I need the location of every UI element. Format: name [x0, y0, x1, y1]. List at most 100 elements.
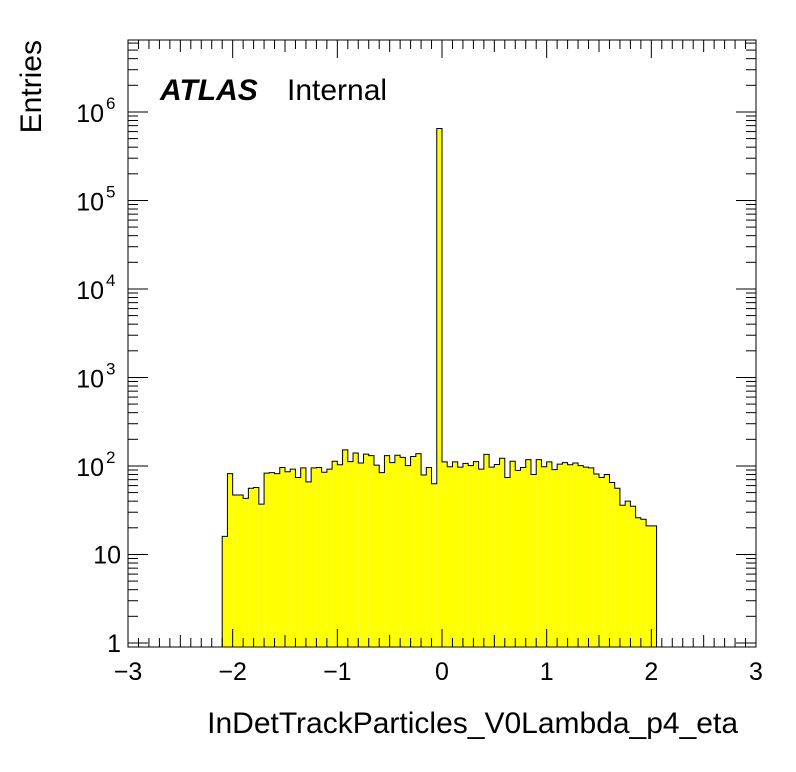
histogram-bar	[572, 462, 579, 647]
histogram-bar	[394, 455, 401, 647]
histogram-bar	[227, 473, 233, 647]
histogram-bar	[510, 461, 516, 647]
histogram-bar	[421, 475, 427, 647]
plot-frame	[127, 39, 757, 648]
histogram-bar	[588, 467, 594, 647]
histogram-bar	[452, 461, 458, 647]
histogram-bar	[651, 525, 657, 647]
histogram-bar	[248, 488, 254, 647]
histogram-bar	[300, 467, 306, 647]
histogram-bar	[520, 467, 526, 647]
histogram-bar	[557, 464, 563, 647]
histogram-bar	[232, 494, 238, 647]
x-tick-label: 0	[435, 658, 449, 686]
histogram-bars	[221, 128, 694, 648]
y-tick-label: 10	[76, 188, 104, 216]
x-tick-label: −2	[218, 658, 247, 686]
atlas-label: ATLAS	[159, 74, 258, 107]
histogram-bar	[599, 477, 605, 647]
histogram-bar	[258, 504, 265, 647]
histogram-bar	[368, 455, 374, 647]
y-tick-label: 1	[107, 630, 121, 658]
histogram-bar	[353, 453, 359, 647]
histogram-bar	[405, 465, 411, 647]
axis-ticks	[127, 40, 757, 647]
histogram-bar	[222, 536, 228, 647]
histogram-bar	[295, 477, 301, 647]
histogram-bar	[593, 474, 599, 647]
histogram-bar	[410, 456, 416, 647]
y-tick-label-exponent: 3	[106, 359, 115, 378]
histogram-bar	[646, 525, 652, 647]
x-axis-title: InDetTrackParticles_V0Lambda_p4_eta	[207, 707, 738, 740]
histogram-bar	[384, 455, 390, 647]
histogram-bar	[604, 474, 610, 647]
histogram-bar	[342, 449, 348, 647]
y-tick-label-exponent: 5	[106, 182, 115, 201]
y-tick-label: 10	[93, 541, 121, 569]
histogram-bar	[473, 461, 479, 647]
histogram-bar	[279, 467, 285, 647]
histogram-bar	[536, 459, 542, 647]
histogram-bar	[515, 470, 521, 647]
histogram-bar	[305, 481, 312, 647]
histogram-bar	[635, 517, 641, 647]
histogram-bar	[468, 465, 474, 647]
x-tick-label: −3	[114, 658, 143, 686]
histogram-bar	[326, 469, 333, 647]
histogram-bar	[379, 472, 385, 647]
histogram-bar	[285, 471, 291, 647]
histogram-bar	[274, 473, 280, 647]
histogram-bar	[363, 454, 369, 647]
histogram-bar	[546, 461, 552, 647]
histogram-bar	[243, 498, 249, 647]
histogram-bar	[530, 474, 537, 647]
histogram-bar	[499, 458, 505, 647]
histogram-bar	[389, 462, 395, 647]
histogram-bar	[253, 487, 259, 647]
histogram-bar	[483, 454, 490, 647]
histogram-outline	[221, 128, 694, 648]
histogram-bar	[436, 128, 442, 648]
y-tick-label-exponent: 6	[106, 94, 115, 113]
x-tick-label: 1	[540, 658, 554, 686]
y-tick-label-exponent: 2	[106, 448, 115, 467]
histogram-bar	[462, 463, 469, 647]
x-tick-label: 3	[749, 658, 763, 686]
histogram-bar	[494, 464, 500, 647]
histogram-bar	[619, 505, 626, 647]
histogram-bar	[489, 467, 495, 647]
histogram-bar	[630, 506, 636, 647]
histogram-bar	[625, 501, 631, 647]
histogram-bar	[415, 453, 422, 647]
histogram-bar	[442, 461, 448, 647]
histogram-bar	[562, 462, 568, 647]
histogram-bar	[614, 488, 620, 647]
y-tick-label: 10	[76, 277, 104, 305]
histogram-bar	[311, 467, 317, 647]
histogram-bar	[269, 472, 275, 647]
x-tick-label: −1	[323, 658, 352, 686]
histogram-bar	[400, 457, 406, 647]
atlas-status-label: Internal	[287, 74, 387, 107]
y-tick-label-exponent: 4	[106, 271, 115, 290]
histogram-bar	[290, 469, 296, 647]
x-tick-labels: −3 −2 −1 0 1 2 3	[114, 658, 763, 686]
histogram-bar	[237, 494, 244, 647]
histogram-bar	[525, 459, 531, 647]
histogram-bar	[431, 483, 437, 647]
histogram-bar	[478, 469, 484, 647]
histogram-bar	[567, 464, 573, 647]
x-tick-label: 2	[644, 658, 658, 686]
histogram-bar	[578, 465, 584, 647]
histogram-bar	[447, 466, 453, 647]
histogram-bar	[504, 477, 511, 647]
y-tick-label: 10	[76, 454, 104, 482]
y-tick-label: 10	[76, 100, 104, 128]
histogram-bar	[373, 465, 380, 647]
histogram-bar	[337, 464, 343, 647]
histogram-bar	[583, 467, 589, 647]
histogram-bar	[457, 467, 463, 647]
